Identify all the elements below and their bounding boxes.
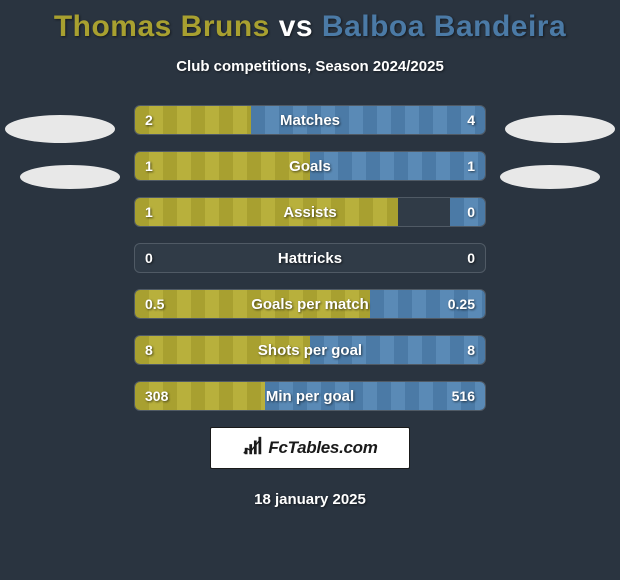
stat-row: 11Goals bbox=[134, 151, 486, 181]
player1-name: Thomas Bruns bbox=[54, 10, 270, 43]
stat-row: 0.50.25Goals per match bbox=[134, 289, 486, 319]
team-badge-left-2 bbox=[20, 165, 120, 189]
stat-row: 308516Min per goal bbox=[134, 381, 486, 411]
player2-name: Balboa Bandeira bbox=[322, 10, 566, 43]
stat-fill-left bbox=[135, 152, 310, 180]
date-text: 18 january 2025 bbox=[0, 491, 620, 508]
stat-value-left: 0 bbox=[145, 244, 153, 272]
stat-fill-right bbox=[251, 106, 486, 134]
team-badge-left-1 bbox=[5, 115, 115, 143]
stat-row: 88Shots per goal bbox=[134, 335, 486, 365]
bar-chart-icon bbox=[242, 435, 264, 462]
stat-bars-container: 24Matches11Goals10Assists00Hattricks0.50… bbox=[134, 105, 486, 411]
brand-box[interactable]: FcTables.com bbox=[210, 427, 410, 469]
stat-value-left: 308 bbox=[145, 382, 168, 410]
stat-fill-left bbox=[135, 290, 370, 318]
stat-row: 10Assists bbox=[134, 197, 486, 227]
stat-value-right: 4 bbox=[467, 106, 475, 134]
stat-value-left: 1 bbox=[145, 198, 153, 226]
team-badge-right-1 bbox=[505, 115, 615, 143]
stat-fill-left bbox=[135, 336, 310, 364]
stat-row: 0 0Hattricks bbox=[134, 243, 486, 273]
stat-fill-left bbox=[135, 198, 398, 226]
stat-value-left: 2 bbox=[145, 106, 153, 134]
brand-text: FcTables.com bbox=[268, 438, 377, 458]
stat-fill-right bbox=[310, 152, 485, 180]
stat-row: 24Matches bbox=[134, 105, 486, 135]
stat-label: Hattricks bbox=[135, 244, 485, 272]
stat-fill-right bbox=[310, 336, 485, 364]
stat-value-left: 0.5 bbox=[145, 290, 164, 318]
stat-value-left: 1 bbox=[145, 152, 153, 180]
stat-value-left: 8 bbox=[145, 336, 153, 364]
vs-text: vs bbox=[279, 10, 313, 43]
comparison-title: Thomas Bruns vs Balboa Bandeira bbox=[0, 0, 620, 44]
comparison-chart: 24Matches11Goals10Assists00Hattricks0.50… bbox=[0, 105, 620, 411]
stat-value-right: 1 bbox=[467, 152, 475, 180]
stat-value-right: 516 bbox=[452, 382, 475, 410]
team-badge-right-2 bbox=[500, 165, 600, 189]
stat-value-right: 0.25 bbox=[448, 290, 475, 318]
subtitle: Club competitions, Season 2024/2025 bbox=[0, 58, 620, 75]
stat-value-right: 8 bbox=[467, 336, 475, 364]
stat-value-right: 0 bbox=[467, 244, 475, 272]
stat-value-right: 0 bbox=[467, 198, 475, 226]
